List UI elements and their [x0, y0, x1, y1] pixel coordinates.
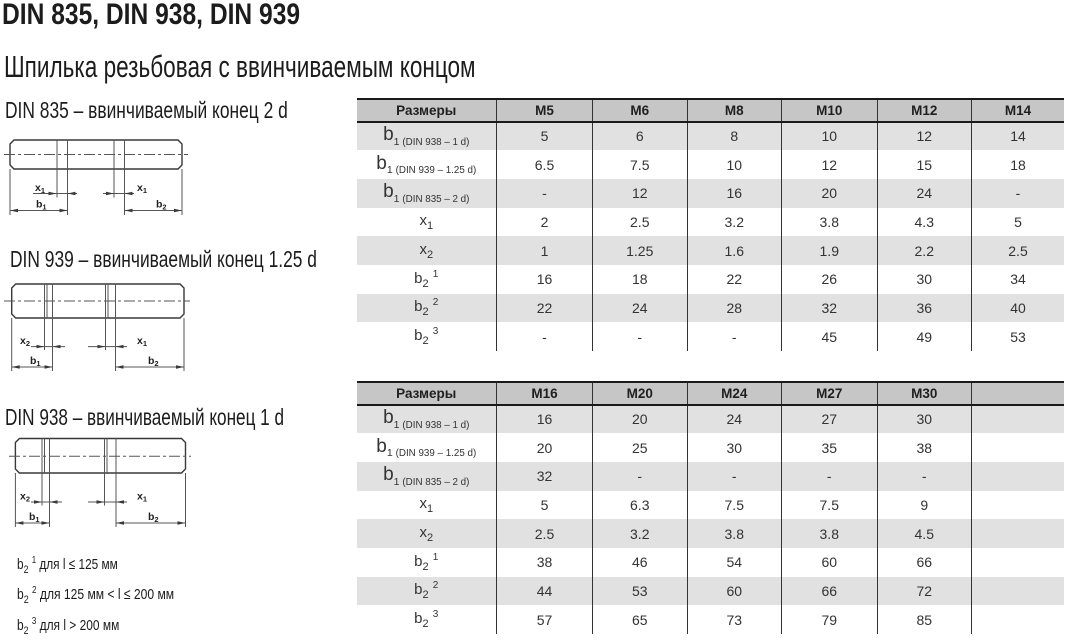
svg-text:b2: b2 [156, 199, 167, 212]
svg-text:x1: x1 [137, 491, 147, 504]
svg-text:x2: x2 [20, 491, 30, 504]
svg-text:x1: x1 [137, 335, 147, 348]
svg-text:b1: b1 [36, 199, 47, 212]
svg-text:x2: x2 [20, 335, 30, 348]
svg-text:b1: b1 [30, 355, 41, 368]
svg-text:b2: b2 [148, 355, 159, 368]
svg-text:x1: x1 [137, 182, 147, 195]
svg-text:b2: b2 [148, 511, 159, 524]
svg-text:b1: b1 [29, 511, 40, 524]
svg-text:x1: x1 [35, 182, 45, 195]
